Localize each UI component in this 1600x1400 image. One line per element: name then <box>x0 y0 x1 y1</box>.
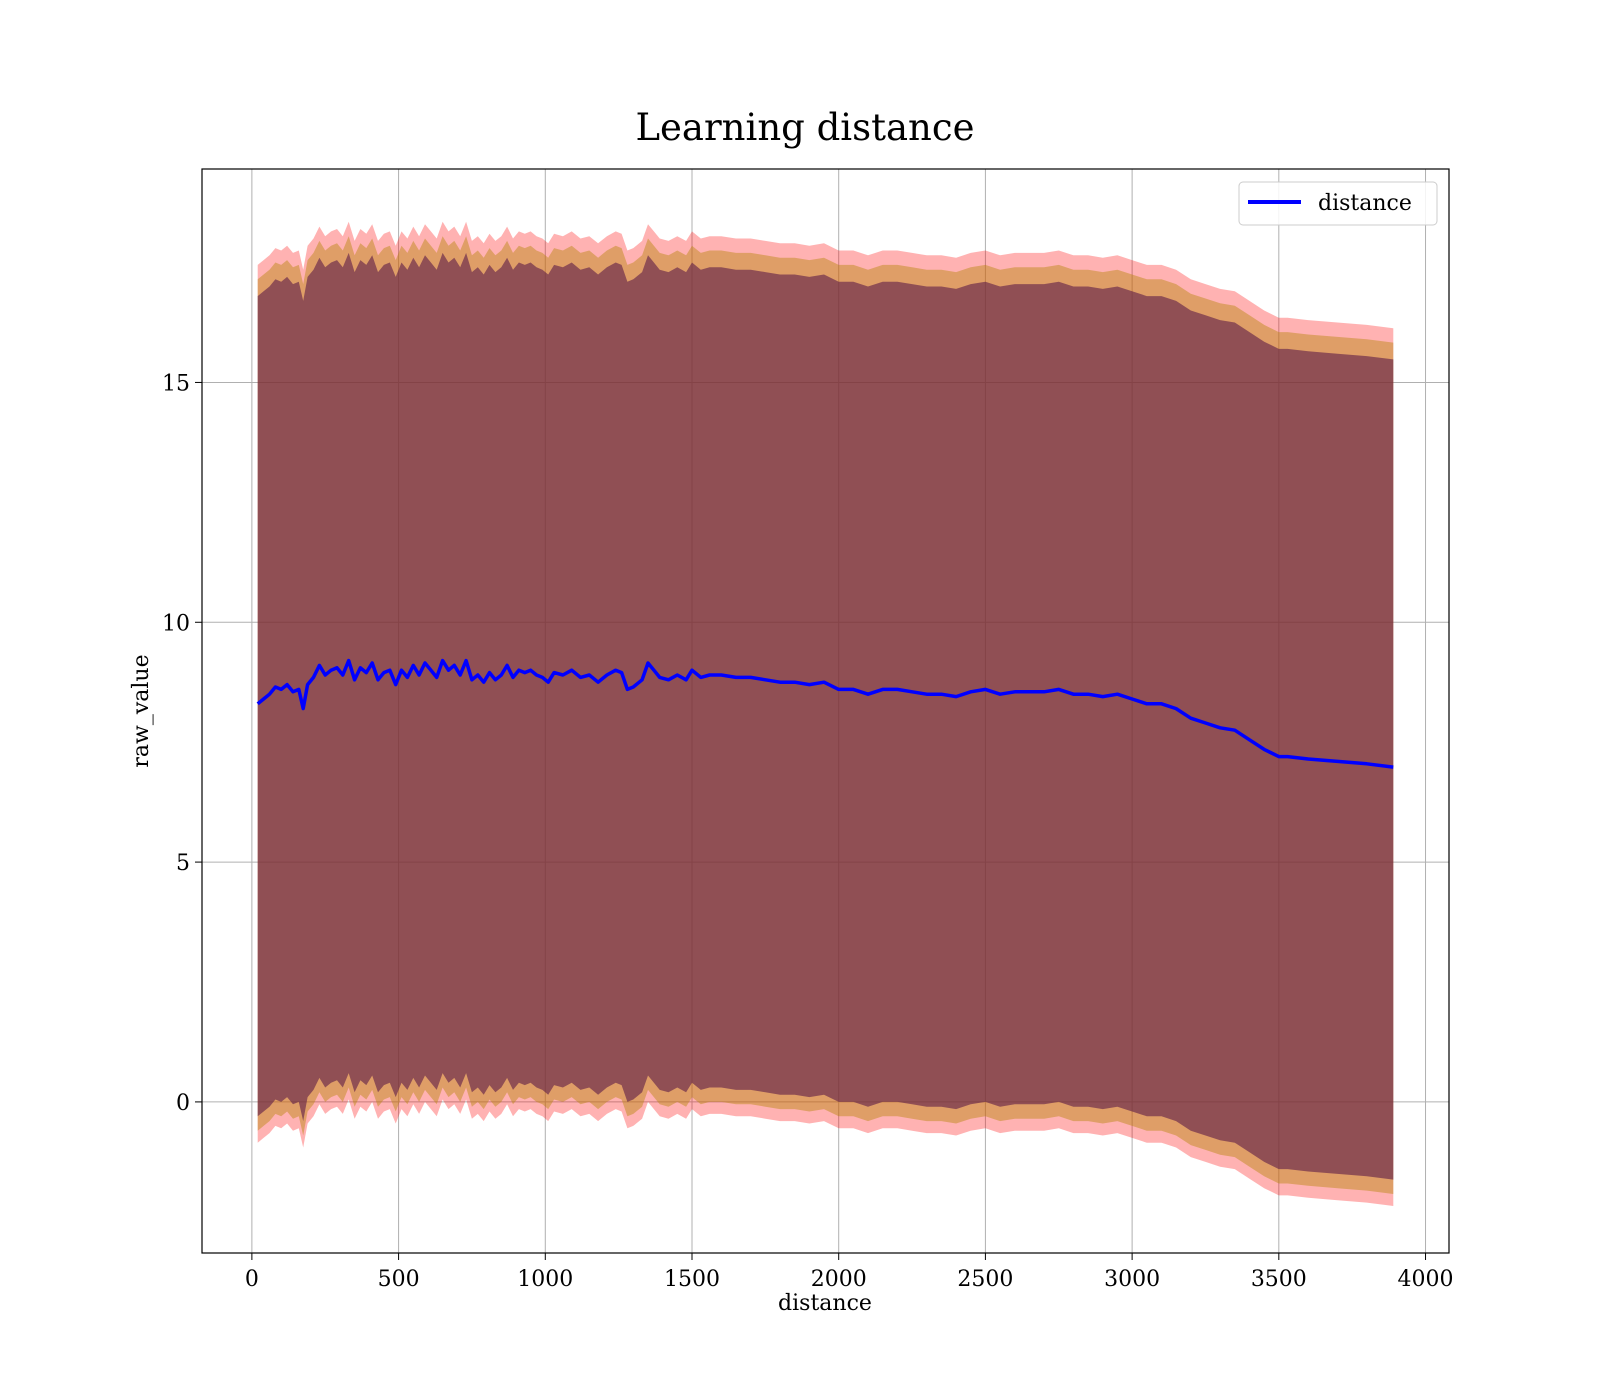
legend-box <box>1238 181 1438 226</box>
legend-label-distance: distance <box>1318 191 1412 216</box>
x-tick-label: 4000 <box>1398 1267 1454 1292</box>
x-tick-label: 3500 <box>1251 1267 1307 1292</box>
x-tick-label: 1500 <box>664 1267 720 1292</box>
std-band <box>257 221 1394 1207</box>
x-tick-label: 0 <box>245 1267 259 1292</box>
series-line-distance <box>256 658 1394 769</box>
x-tick-label: 2000 <box>811 1267 867 1292</box>
x-axis-label: distance <box>778 1291 872 1316</box>
x-tick-label: 1000 <box>517 1267 573 1292</box>
y-tick-label: 15 <box>162 371 190 396</box>
chart-title: Learning distance <box>635 106 974 149</box>
y-tick-label: 0 <box>176 1091 190 1116</box>
series-lines <box>256 658 1394 769</box>
band-inner <box>257 252 1394 1180</box>
y-tick-label: 5 <box>176 851 190 876</box>
y-axis-label: raw_value <box>129 654 154 767</box>
x-tick-label: 3000 <box>1104 1267 1160 1292</box>
x-tick-label: 500 <box>378 1267 420 1292</box>
y-tick-label: 10 <box>162 611 190 636</box>
y-axis-ticks: 0 5 10 15 <box>162 371 202 1116</box>
x-axis-ticks: 0 500 1000 1500 2000 2500 3000 3500 4000 <box>245 1253 1454 1292</box>
x-tick-label: 2500 <box>957 1267 1013 1292</box>
legend: distance <box>1238 181 1438 226</box>
plot-frame <box>201 168 1450 1254</box>
